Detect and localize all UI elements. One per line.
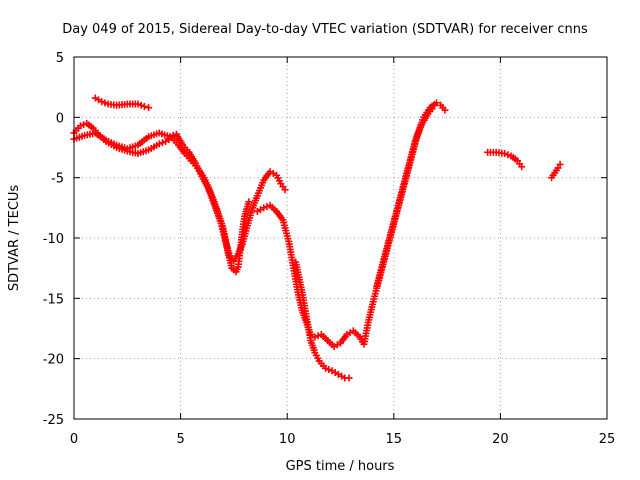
grid-lines bbox=[74, 57, 607, 419]
x-axis-ticks: 0 5 10 15 20 25 bbox=[70, 57, 615, 447]
x-tick-label: 15 bbox=[386, 432, 403, 447]
plot-frame bbox=[73, 56, 608, 420]
x-tick-label: 0 bbox=[70, 432, 78, 447]
data-point bbox=[158, 139, 166, 147]
chart-title: Day 049 of 2015, Sidereal Day-to-day VTE… bbox=[62, 22, 588, 37]
data-point bbox=[556, 160, 564, 168]
data-point bbox=[145, 104, 153, 112]
series-arc-main-a bbox=[70, 119, 253, 276]
data-point bbox=[501, 150, 509, 158]
series-arc-late-2 bbox=[548, 160, 564, 182]
x-tick-label: 5 bbox=[176, 432, 184, 447]
plot-area bbox=[70, 94, 564, 382]
data-point bbox=[263, 203, 271, 211]
y-tick-label: -15 bbox=[43, 292, 64, 307]
data-point bbox=[155, 140, 163, 148]
data-point bbox=[554, 164, 562, 172]
data-point bbox=[134, 100, 142, 108]
data-point bbox=[432, 99, 440, 107]
data-point bbox=[322, 364, 330, 372]
data-point bbox=[325, 366, 333, 374]
data-point bbox=[169, 131, 177, 139]
data-point bbox=[345, 374, 353, 382]
series-arc-rise-b bbox=[373, 105, 436, 290]
y-tick-label: -10 bbox=[43, 232, 64, 247]
data-point bbox=[441, 106, 449, 114]
data-point bbox=[101, 99, 109, 107]
series-arc-deep-b bbox=[292, 258, 353, 382]
data-point bbox=[166, 133, 174, 141]
y-tick-label: -25 bbox=[43, 413, 64, 428]
series-arc-main-b bbox=[70, 129, 289, 265]
data-point bbox=[518, 163, 526, 171]
data-point bbox=[76, 122, 84, 130]
y-tick-label: -5 bbox=[51, 172, 64, 187]
data-point bbox=[428, 105, 436, 113]
data-point bbox=[311, 333, 319, 341]
data-point bbox=[98, 98, 106, 106]
x-tick-label: 10 bbox=[279, 432, 296, 447]
y-tick-label: -20 bbox=[43, 353, 64, 368]
x-axis-label: GPS time / hours bbox=[286, 459, 395, 474]
y-axis-ticks: -25 -20 -15 -10 -5 0 5 bbox=[43, 51, 607, 428]
y-tick-label: 5 bbox=[56, 51, 64, 66]
data-point bbox=[504, 151, 512, 159]
data-point bbox=[137, 101, 145, 109]
series-arc-late-1 bbox=[484, 148, 526, 171]
data-point bbox=[260, 204, 268, 212]
x-tick-label: 25 bbox=[599, 432, 616, 447]
data-point bbox=[245, 198, 253, 206]
data-point bbox=[140, 102, 148, 110]
data-point bbox=[281, 186, 289, 194]
data-point bbox=[314, 332, 322, 340]
series-arc-early-high bbox=[91, 94, 153, 112]
y-axis-label: SDTVAR / TECUs bbox=[7, 185, 22, 292]
x-tick-label: 20 bbox=[492, 432, 509, 447]
y-tick-label: 0 bbox=[56, 111, 64, 126]
